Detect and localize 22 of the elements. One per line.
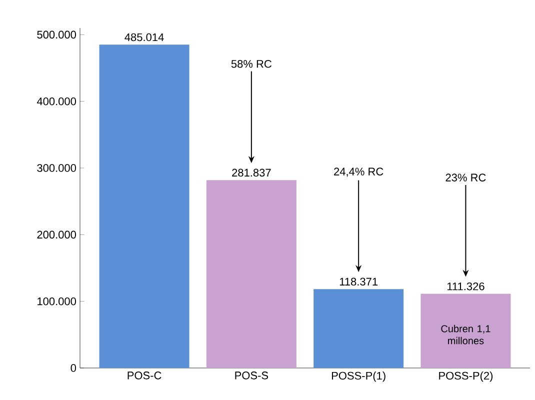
bar — [314, 289, 404, 368]
data-label: 118.371 — [340, 278, 378, 286]
annotation: Cubren 1,1 millones — [441, 324, 490, 344]
data-label: 281.837 — [232, 168, 271, 177]
annotation: 58% RC — [231, 60, 272, 68]
bar — [99, 44, 190, 368]
bar — [420, 294, 511, 368]
data-label: 111.326 — [447, 282, 484, 290]
y-tick-label: 0 — [70, 364, 76, 372]
y-tick-label: 200.000 — [37, 230, 76, 239]
annotation: 24,4% RC — [334, 168, 384, 177]
x-tick-label: POS-C — [128, 372, 162, 380]
y-tick-label: 100.000 — [38, 297, 76, 306]
annotation: 23% RC — [446, 174, 486, 182]
data-label: 485.014 — [124, 33, 164, 42]
x-tick-label: POS-S — [235, 372, 268, 380]
bar — [206, 180, 296, 368]
y-tick-label: 500.000 — [37, 30, 76, 39]
y-tick-label: 300.000 — [37, 164, 76, 172]
x-tick-label: POSS-P(2) — [439, 372, 493, 382]
y-tick-label: 400.000 — [36, 97, 76, 106]
x-tick-label: POSS-P(1) — [332, 372, 386, 382]
